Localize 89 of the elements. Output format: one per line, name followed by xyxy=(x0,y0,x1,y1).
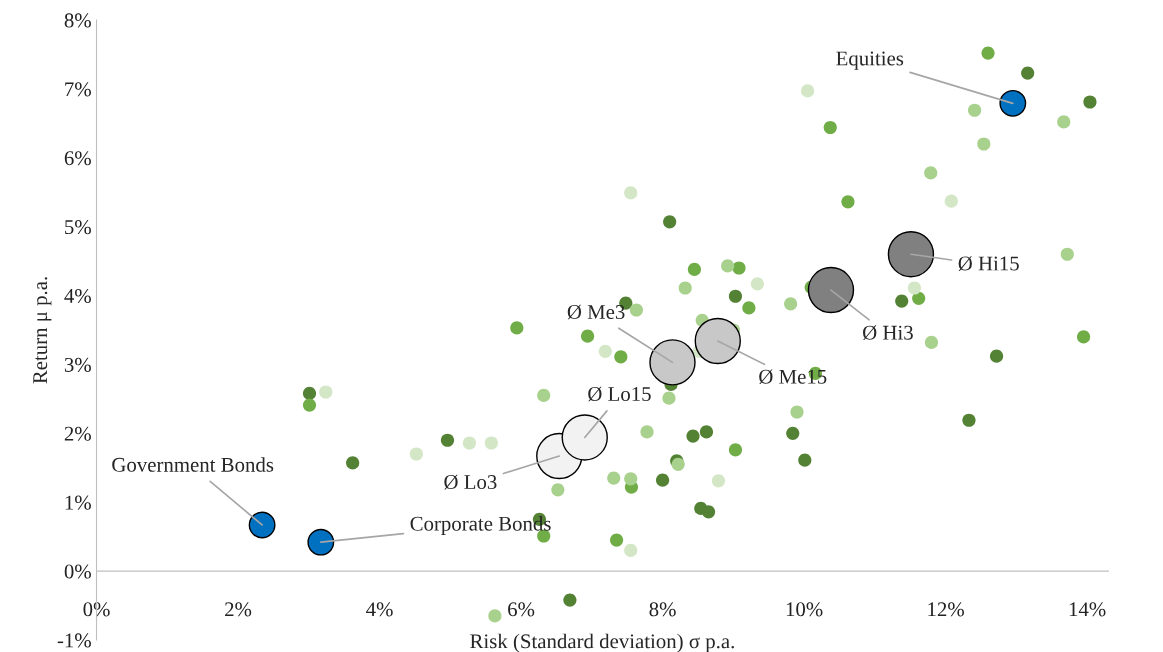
annotation: Ø Me3 xyxy=(567,304,625,320)
point xyxy=(302,398,317,412)
y-tick-label: 2% xyxy=(64,426,91,441)
point xyxy=(823,120,837,135)
point xyxy=(624,543,638,558)
annotation: Ø Hi15 xyxy=(958,256,1019,271)
point xyxy=(440,433,455,447)
point xyxy=(962,413,976,427)
x-tick-label: 4% xyxy=(366,602,393,617)
point xyxy=(701,505,716,519)
point xyxy=(801,84,815,98)
point xyxy=(924,166,938,180)
point xyxy=(981,46,995,60)
point xyxy=(1021,66,1035,80)
point xyxy=(1057,115,1071,129)
y-axis-title: Return μ p.a. xyxy=(33,277,52,384)
point xyxy=(721,259,735,273)
point xyxy=(319,385,333,399)
annotation: Corporate Bonds xyxy=(410,516,551,535)
point xyxy=(551,483,565,497)
point xyxy=(798,453,812,467)
y-tick-label: 7% xyxy=(65,82,91,97)
y-tick-label: 0% xyxy=(64,564,91,579)
annotation: Ø Lo3 xyxy=(444,474,497,490)
annotation: Ø Me15 xyxy=(759,369,827,385)
y-tick-label: 3% xyxy=(64,357,91,372)
point xyxy=(302,386,317,400)
point xyxy=(711,474,726,488)
point xyxy=(580,329,595,343)
x-tick-label: 6% xyxy=(508,602,535,617)
y-tick-label: -1% xyxy=(57,633,91,648)
x-tick-label: 12% xyxy=(928,602,964,617)
point xyxy=(598,344,612,358)
point xyxy=(409,447,423,461)
point xyxy=(907,281,922,295)
point xyxy=(968,103,982,117)
point xyxy=(912,291,926,305)
x-tick-label: 2% xyxy=(225,602,252,617)
point xyxy=(1060,247,1074,261)
point xyxy=(662,391,676,405)
point xyxy=(1083,95,1097,109)
point xyxy=(614,350,628,364)
y-tick-label: 6% xyxy=(64,151,91,166)
point xyxy=(607,471,621,485)
point xyxy=(687,262,701,276)
point xyxy=(786,426,800,440)
annotation: Ø Hi3 xyxy=(863,325,913,341)
point xyxy=(1076,330,1091,344)
point xyxy=(728,289,743,303)
point xyxy=(484,436,498,450)
annotation: Ø Lo15 xyxy=(588,386,651,402)
point xyxy=(537,388,551,403)
point xyxy=(728,443,743,457)
point xyxy=(895,294,909,308)
point xyxy=(629,303,643,317)
point xyxy=(989,349,1004,363)
point xyxy=(742,301,756,315)
point xyxy=(624,186,638,200)
point xyxy=(699,425,714,439)
point xyxy=(488,609,502,623)
point xyxy=(977,137,991,151)
x-axis-title: Risk (Standard deviation) σ p.a. xyxy=(470,633,734,652)
point xyxy=(686,429,700,443)
point xyxy=(663,215,677,229)
point xyxy=(624,472,638,486)
point xyxy=(944,194,958,208)
x-tick-label: 0% xyxy=(83,602,110,617)
annotation: Equities xyxy=(836,51,904,70)
point xyxy=(924,335,939,349)
point xyxy=(610,533,624,547)
y-tick-label: 1% xyxy=(65,495,91,510)
point xyxy=(678,281,692,295)
y-tick-label: 8% xyxy=(64,13,91,28)
x-tick-label: 10% xyxy=(786,602,823,617)
y-tick-label: 4% xyxy=(64,288,91,304)
y-tick-label: 5% xyxy=(65,220,91,235)
point xyxy=(655,473,670,487)
point xyxy=(841,195,855,209)
point xyxy=(346,456,360,470)
x-tick-label: 14% xyxy=(1069,602,1106,617)
point xyxy=(462,436,476,450)
point xyxy=(510,321,524,335)
point xyxy=(790,405,804,419)
point xyxy=(750,277,764,291)
x-tick-label: 8% xyxy=(649,602,676,617)
point xyxy=(563,593,577,607)
point xyxy=(784,297,798,311)
annotation: Government Bonds xyxy=(112,457,274,472)
point xyxy=(640,425,654,439)
